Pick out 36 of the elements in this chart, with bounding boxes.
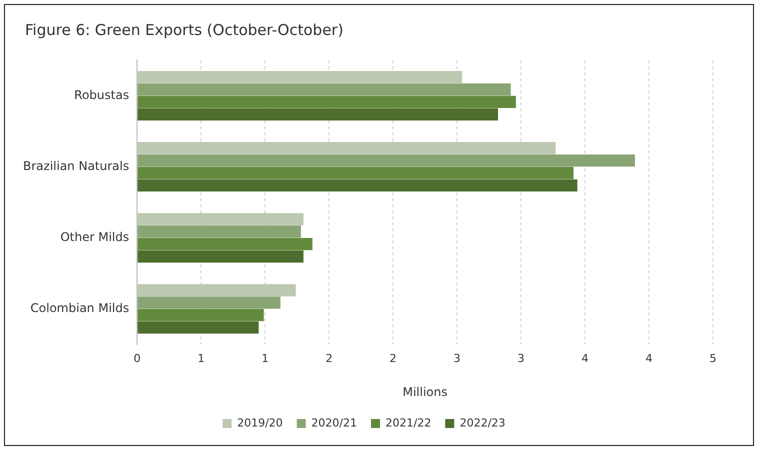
- x-tick-label: 3: [518, 352, 525, 365]
- bar: [138, 179, 578, 192]
- x-tick-label: 4: [646, 352, 653, 365]
- y-tick-label: Colombian Milds: [30, 301, 130, 315]
- chart-title: Figure 6: Green Exports (October-October): [25, 21, 344, 39]
- x-tick-label: 4: [582, 352, 589, 365]
- bar: [138, 321, 259, 334]
- bar: [138, 309, 264, 322]
- legend-label: 2020/21: [311, 416, 358, 430]
- x-tick-label: 1: [198, 352, 205, 365]
- bar: [138, 142, 556, 154]
- bar: [138, 154, 635, 167]
- legend-label: 2019/20: [237, 416, 283, 430]
- y-tick-label: Brazilian Naturals: [23, 158, 130, 173]
- bar: [138, 250, 304, 263]
- x-tick-label: 2: [326, 352, 333, 365]
- x-tick-label: 1: [262, 352, 269, 365]
- bar: [138, 296, 280, 309]
- y-tick-label: Robustas: [74, 88, 130, 102]
- x-tick-label: 5: [710, 352, 716, 365]
- bar: [138, 226, 301, 238]
- bar: [138, 83, 511, 96]
- bar: [138, 284, 296, 296]
- bar: [138, 238, 312, 250]
- x-tick-label: 2: [390, 352, 397, 365]
- legend-label: 2021/22: [386, 416, 432, 430]
- bar: [138, 96, 516, 108]
- x-axis-title: Millions: [402, 384, 448, 399]
- x-tick-label: 0: [134, 352, 141, 365]
- y-tick-label: Other Milds: [60, 230, 130, 244]
- bar: [138, 70, 462, 84]
- bar: [138, 213, 304, 226]
- legend-label: 2022/23: [460, 416, 506, 430]
- x-tick-label: 3: [454, 352, 461, 365]
- bar: [138, 166, 574, 180]
- bar: [138, 108, 498, 120]
